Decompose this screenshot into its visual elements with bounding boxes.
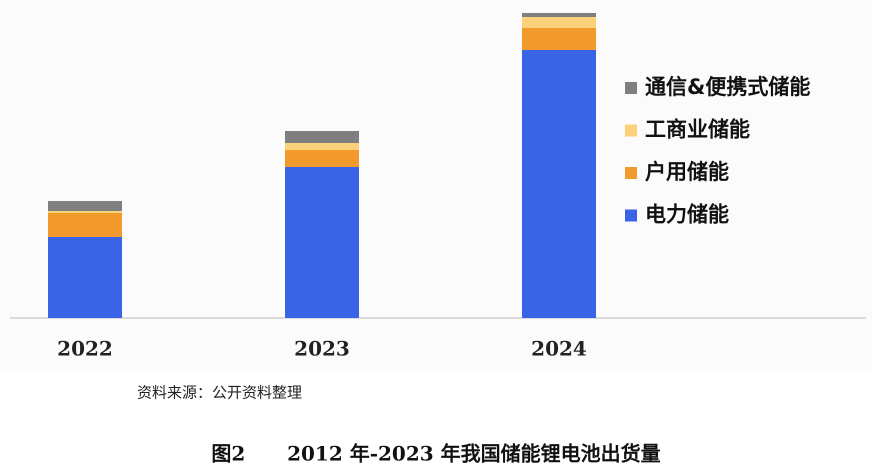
bar-segment: [48, 201, 122, 211]
bar-segment: [522, 13, 596, 17]
legend-swatch: [625, 167, 637, 179]
x-tick-label: 2022: [57, 337, 113, 361]
plot-background: [0, 0, 872, 372]
bar-segment: [522, 50, 596, 318]
bar-segment: [285, 143, 359, 150]
bar-segment: [48, 213, 122, 237]
bar-segment: [522, 17, 596, 28]
legend-swatch: [625, 209, 637, 222]
legend-label: 工商业储能: [645, 118, 750, 142]
legend-label: 通信&便携式储能: [645, 75, 810, 99]
x-tick-label: 2024: [531, 337, 587, 361]
source-note: 资料来源：公开资料整理: [137, 384, 302, 402]
bar-segment: [285, 150, 359, 167]
caption: 图2 2012 年-2023 年我国储能锂电池出货量: [211, 442, 660, 466]
bar-segment: [48, 237, 122, 318]
legend-label: 户用储能: [645, 160, 729, 184]
x-tick-label: 2023: [294, 337, 350, 361]
legend-swatch: [625, 82, 637, 94]
legend-label: 电力储能: [645, 203, 729, 227]
bar-segment: [48, 211, 122, 213]
legend-swatch: [625, 124, 637, 137]
bar-segment: [522, 28, 596, 50]
bar-segment: [285, 131, 359, 143]
bar-segment: [285, 167, 359, 318]
